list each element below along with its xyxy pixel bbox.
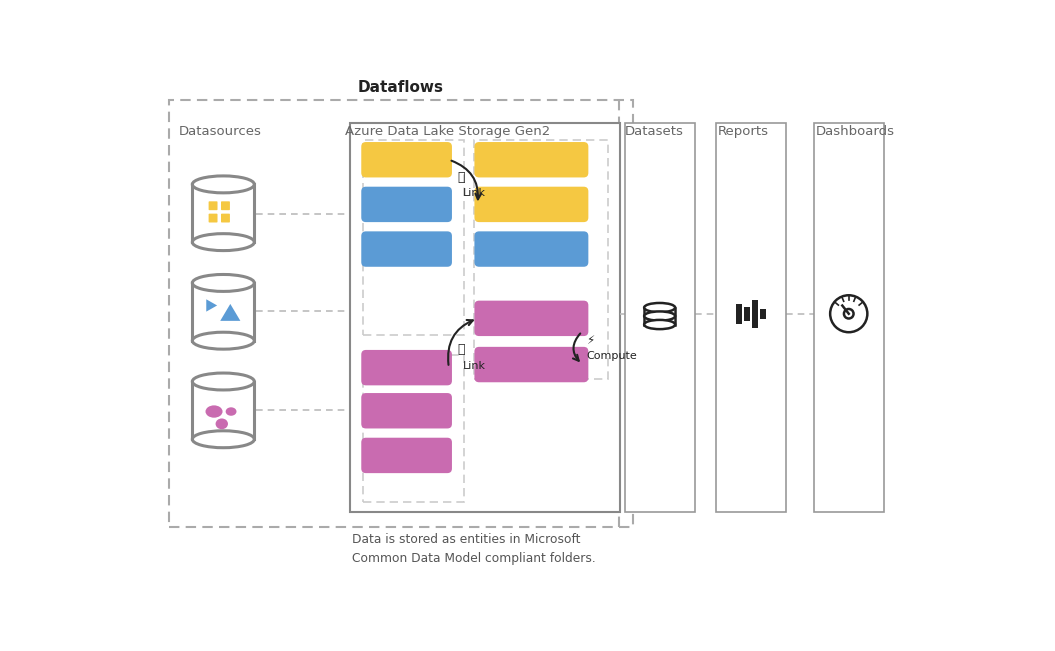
Bar — [716, 123, 786, 512]
Bar — [475, 141, 608, 379]
Ellipse shape — [192, 234, 254, 251]
Bar — [760, 309, 766, 319]
Bar — [192, 381, 254, 439]
Bar — [813, 123, 884, 512]
Ellipse shape — [645, 303, 675, 312]
FancyBboxPatch shape — [209, 214, 217, 223]
Ellipse shape — [215, 419, 228, 429]
Bar — [752, 300, 759, 327]
Text: ⚡: ⚡ — [586, 334, 594, 347]
Bar — [192, 283, 254, 340]
Ellipse shape — [645, 320, 675, 329]
Ellipse shape — [192, 431, 254, 448]
FancyBboxPatch shape — [220, 201, 230, 210]
Ellipse shape — [645, 311, 675, 321]
Bar — [350, 123, 620, 512]
Text: Link: Link — [463, 361, 485, 370]
FancyBboxPatch shape — [475, 142, 589, 178]
FancyBboxPatch shape — [209, 201, 217, 210]
FancyBboxPatch shape — [475, 187, 589, 222]
Bar — [192, 184, 254, 242]
Circle shape — [830, 296, 867, 332]
Ellipse shape — [206, 406, 223, 418]
Polygon shape — [207, 299, 217, 312]
Ellipse shape — [192, 176, 254, 193]
Bar — [363, 141, 463, 335]
FancyBboxPatch shape — [475, 231, 589, 267]
Text: Reports: Reports — [717, 125, 769, 138]
Text: Data is stored as entities in Microsoft
Common Data Model compliant folders.: Data is stored as entities in Microsoft … — [352, 533, 596, 565]
Text: ⛓: ⛓ — [458, 171, 465, 184]
Text: Link: Link — [463, 188, 485, 199]
FancyBboxPatch shape — [361, 187, 452, 222]
Text: Azure Data Lake Storage Gen2: Azure Data Lake Storage Gen2 — [345, 125, 551, 138]
Bar — [169, 100, 633, 527]
Text: Datasources: Datasources — [178, 125, 262, 138]
Circle shape — [844, 309, 853, 318]
Ellipse shape — [192, 332, 254, 349]
Bar — [363, 355, 463, 503]
Text: Dashboards: Dashboards — [816, 125, 895, 138]
Text: Dataflows: Dataflows — [358, 80, 444, 95]
Ellipse shape — [192, 373, 254, 390]
Text: ⛓: ⛓ — [458, 344, 465, 357]
Bar — [744, 307, 750, 321]
Text: Compute: Compute — [586, 352, 637, 361]
FancyBboxPatch shape — [361, 231, 452, 267]
FancyBboxPatch shape — [361, 393, 452, 428]
Ellipse shape — [226, 408, 236, 416]
Text: Datasets: Datasets — [625, 125, 684, 138]
Bar — [625, 123, 694, 512]
FancyBboxPatch shape — [361, 350, 452, 385]
FancyBboxPatch shape — [475, 347, 589, 382]
Bar — [735, 304, 743, 324]
FancyBboxPatch shape — [361, 437, 452, 473]
FancyBboxPatch shape — [220, 214, 230, 223]
Ellipse shape — [192, 275, 254, 292]
FancyBboxPatch shape — [475, 301, 589, 336]
FancyBboxPatch shape — [361, 142, 452, 178]
Polygon shape — [220, 304, 241, 321]
